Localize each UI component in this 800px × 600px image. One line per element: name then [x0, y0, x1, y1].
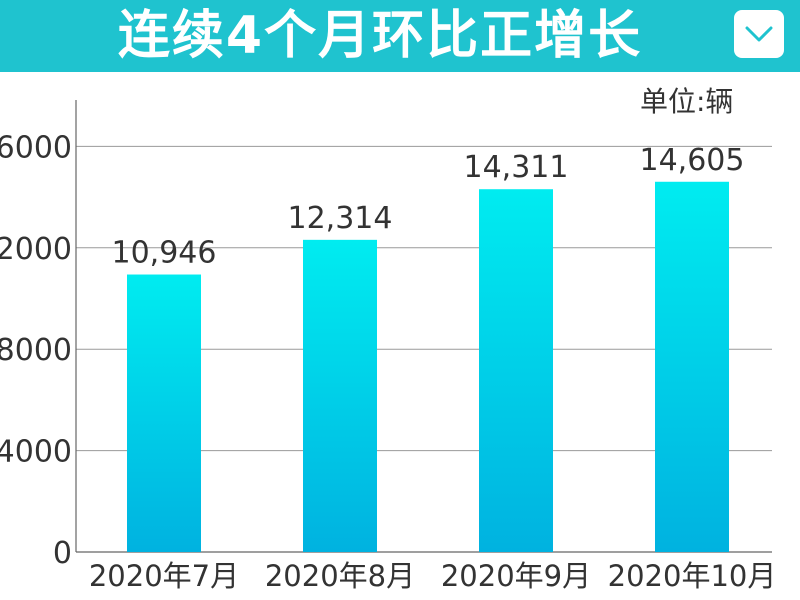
unit-label: 单位:辆 [640, 85, 734, 118]
x-tick-label: 2020年8月 [265, 559, 415, 593]
y-tick-label: 0 [53, 536, 72, 571]
bar-value-label: 12,314 [288, 201, 393, 236]
chart-title: 连续4个月环比正增长 [117, 6, 643, 66]
x-tick-label: 2020年10月 [608, 559, 777, 593]
y-tick-label: 12000 [0, 232, 72, 267]
bar-value-label: 14,605 [640, 143, 745, 178]
bar [127, 274, 201, 552]
bar [303, 239, 377, 553]
header-banner: 连续4个月环比正增长 [0, 0, 800, 72]
bar [479, 189, 553, 552]
y-tick-label: 8000 [0, 333, 72, 368]
y-tick-label: 4000 [0, 435, 72, 470]
x-tick-label: 2020年7月 [89, 559, 239, 593]
y-tick-label: 16000 [0, 130, 72, 165]
bar-value-label: 14,311 [464, 150, 569, 185]
dropdown-button[interactable] [734, 10, 784, 58]
x-tick-label: 2020年9月 [441, 559, 591, 593]
bar-chart: 0 4000 8000 12000 16000 10,946 2020年7月 12,314 2… [0, 100, 777, 593]
bar [655, 181, 729, 552]
chevron-down-icon [745, 26, 773, 42]
bar-value-label: 10,946 [112, 236, 217, 271]
